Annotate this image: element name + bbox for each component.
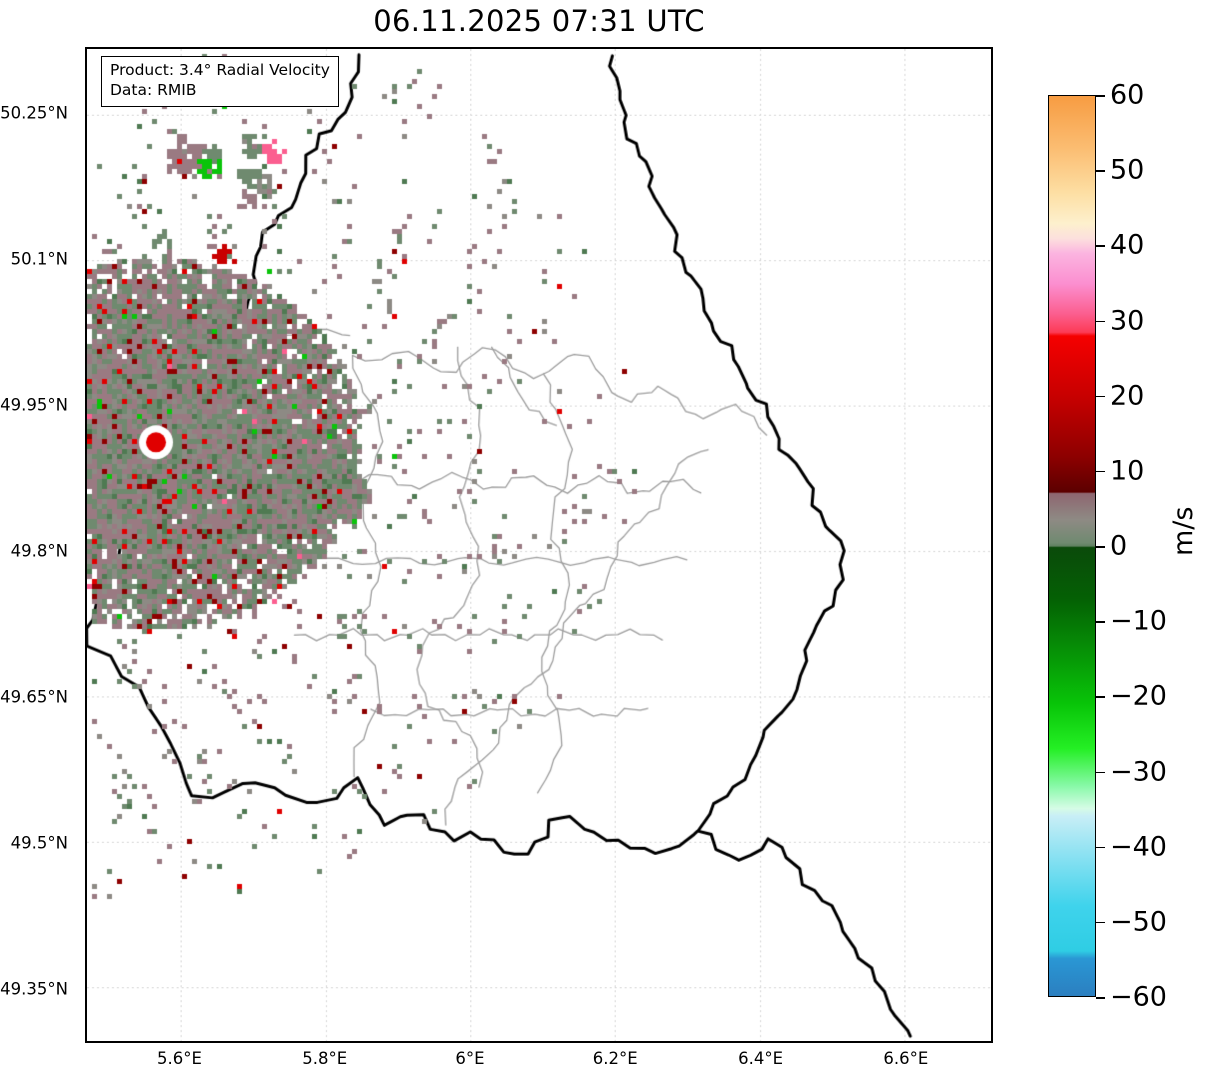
longitude-tick-label: 6°E [455, 1049, 485, 1068]
colorbar-tick-label: 30 [1110, 305, 1145, 336]
colorbar-tick-label: −50 [1110, 906, 1167, 938]
page-title: 06.11.2025 07:31 UTC [373, 4, 705, 38]
colorbar-tick-mark [1096, 696, 1105, 698]
longitude-tick-label: 5.8°E [302, 1049, 348, 1068]
colorbar-tick-label: 60 [1110, 79, 1145, 111]
colorbar-tick-label: −40 [1110, 831, 1167, 863]
colorbar-tick-mark [1096, 621, 1105, 623]
colorbar[interactable] [1048, 95, 1096, 997]
colorbar-tick-mark [1096, 546, 1105, 548]
data-source-label: Data: RMIB [110, 80, 197, 99]
colorbar-tick-mark [1096, 846, 1105, 849]
colorbar-tick-label: −60 [1110, 981, 1167, 1013]
colorbar-tick-label: 0 [1110, 530, 1128, 562]
latitude-tick-label: 49.8°N [10, 541, 68, 561]
latitude-tick-label: 49.5°N [10, 833, 68, 853]
latitude-tick-label: 50.25°N [0, 103, 68, 123]
colorbar-gradient [1049, 96, 1095, 996]
longitude-tick-label: 6.2°E [592, 1049, 638, 1068]
colorbar-tick-label: −10 [1110, 605, 1167, 637]
colorbar-tick-mark [1096, 170, 1105, 172]
product-label: Product: 3.4° Radial Velocity [110, 61, 330, 79]
longitude-tick-label: 6.6°E [883, 1049, 929, 1068]
colorbar-tick-mark [1096, 771, 1105, 774]
colorbar-tick-mark [1096, 95, 1105, 97]
colorbar-tick-mark [1096, 320, 1105, 323]
latitude-tick-layer: 50.25°N 50.1°N 49.95°N 49.8°N 49.65°N 49.5°N 4… [0, 0, 76, 1081]
longitude-tick-label: 6.4°E [738, 1049, 784, 1068]
colorbar-tick-label: −20 [1110, 680, 1167, 712]
radar-map[interactable]: Product: 3.4° Radial Velocity Data: RMIB [85, 47, 993, 1043]
radar-echo-canvas [87, 49, 991, 1041]
colorbar-tick-label: −30 [1110, 756, 1167, 787]
latitude-tick-label: 49.65°N [0, 687, 68, 707]
colorbar-tick-label: 50 [1110, 154, 1145, 186]
colorbar-tick-label: 40 [1110, 229, 1145, 261]
colorbar-tick-mark [1096, 921, 1105, 924]
longitude-tick-label: 5.6°E [156, 1049, 202, 1068]
latitude-tick-label: 50.1°N [10, 249, 68, 269]
latitude-tick-label: 49.95°N [0, 395, 68, 415]
colorbar-tick-mark [1096, 470, 1105, 473]
latitude-tick-label: 49.35°N [0, 979, 68, 999]
product-info-box: Product: 3.4° Radial Velocity Data: RMIB [101, 56, 339, 107]
colorbar-tick-label: 10 [1110, 455, 1145, 487]
colorbar-tick-mark [1096, 997, 1105, 999]
colorbar-tick-mark [1096, 245, 1105, 247]
colorbar-tick-mark [1096, 395, 1105, 398]
colorbar-units-label: m/s [1168, 506, 1199, 556]
colorbar-tick-label: 20 [1110, 380, 1145, 412]
